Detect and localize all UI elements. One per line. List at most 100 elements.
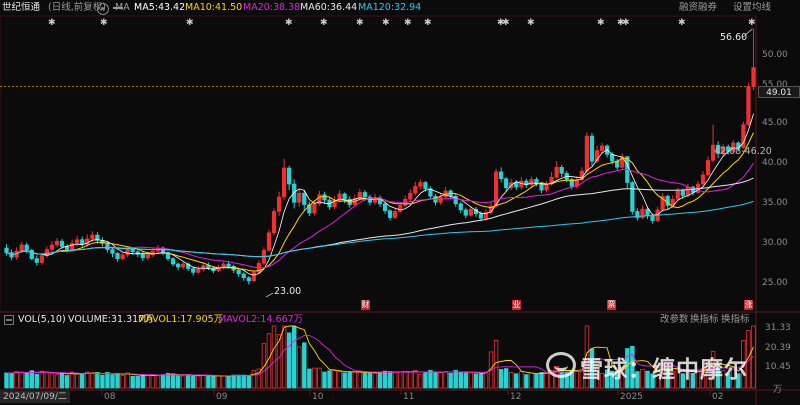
switch-indicator-button[interactable]: 换指标 xyxy=(690,314,719,325)
candle-body xyxy=(29,250,34,259)
event-star-icon[interactable]: ✱ xyxy=(502,18,510,28)
candle-body xyxy=(271,211,277,234)
candle-body xyxy=(382,203,388,211)
volume-bar xyxy=(54,374,60,389)
event-mark-business[interactable]: 业 xyxy=(512,300,521,310)
event-star-icon[interactable]: ✱ xyxy=(48,18,56,28)
volume-bar xyxy=(468,372,474,389)
candle-body xyxy=(75,239,80,244)
event-mark-ticket[interactable]: 票 xyxy=(607,300,616,310)
month-label: 09 xyxy=(216,392,228,402)
volume-bar xyxy=(236,374,241,389)
ma60-value: MA60:36.44 xyxy=(300,2,358,13)
watermark-logo xyxy=(546,352,576,378)
mavol2-value: MAVOL2:14.667万 xyxy=(218,314,304,325)
volume-bar xyxy=(170,373,176,389)
volume-bar xyxy=(736,373,741,389)
ellipsis-icon[interactable] xyxy=(113,7,123,9)
event-mark-limit-up[interactable]: 涨 xyxy=(744,300,753,310)
volume-bar xyxy=(473,373,479,389)
volume-bar xyxy=(458,371,463,389)
volume-bar xyxy=(105,372,110,389)
candle-body xyxy=(544,183,549,191)
switch-indicator-button-2[interactable]: 换指标 xyxy=(721,314,750,325)
candle-body xyxy=(54,240,60,246)
event-star-icon[interactable]: ✱ xyxy=(622,18,630,28)
candle-body xyxy=(317,194,322,205)
candle-body xyxy=(499,171,504,180)
volume-bar xyxy=(276,334,282,389)
candle-body xyxy=(700,174,706,185)
candle-body xyxy=(95,234,100,241)
candle-body xyxy=(201,265,206,270)
volume-bar xyxy=(483,371,489,389)
candle-body xyxy=(660,195,665,211)
candle-body xyxy=(387,210,393,218)
volume-bar xyxy=(44,371,50,389)
event-star-icon[interactable]: ✱ xyxy=(748,18,756,28)
event-star-icon[interactable]: ✱ xyxy=(320,18,328,28)
volume-bar xyxy=(367,372,373,389)
event-star-icon[interactable]: ✱ xyxy=(597,18,605,28)
event-star-icon[interactable]: ✱ xyxy=(527,18,535,28)
candle-body xyxy=(610,154,615,162)
volume-bar xyxy=(413,369,418,389)
set-ma-button[interactable]: 设置均线 xyxy=(733,2,772,13)
volume-bar xyxy=(69,371,75,389)
candle-body xyxy=(554,166,559,178)
volume-bar xyxy=(125,372,130,389)
vol-title: VOL(5,10) xyxy=(18,314,66,325)
event-mark-finance[interactable]: 财 xyxy=(361,300,370,310)
candle-body xyxy=(645,208,650,217)
candle-body xyxy=(423,182,428,189)
volume-bar xyxy=(297,346,302,389)
volume-bar xyxy=(579,369,585,389)
current-price-label: 49.01 xyxy=(758,86,800,98)
vol-tick: 10.45 xyxy=(765,362,791,372)
event-star-icon[interactable]: ✱ xyxy=(497,18,505,28)
ma20-line xyxy=(6,162,754,269)
event-star-icon[interactable]: ✱ xyxy=(186,18,194,28)
event-star-icon[interactable]: ✱ xyxy=(285,18,293,28)
event-star-icon[interactable]: ✱ xyxy=(617,18,625,28)
price-tick: 45.00 xyxy=(762,118,788,128)
volume-bar xyxy=(519,371,524,389)
candle-body xyxy=(170,258,176,265)
volume-bar xyxy=(90,373,95,389)
candle-body xyxy=(372,197,378,203)
volume-bar xyxy=(291,325,297,389)
event-star-icon[interactable]: ✱ xyxy=(424,18,432,28)
event-star-icon[interactable]: ✱ xyxy=(100,18,108,28)
margin-trading-button[interactable]: 融资融券 xyxy=(679,2,718,13)
candle-body xyxy=(281,167,287,198)
ma120-line xyxy=(6,200,754,258)
event-star-icon[interactable]: ✱ xyxy=(678,18,686,28)
candle-body xyxy=(599,145,605,151)
volume-bar xyxy=(352,371,357,389)
candle-body xyxy=(34,258,39,263)
volume-bar xyxy=(64,375,70,389)
event-star-icon[interactable]: ✱ xyxy=(356,18,364,28)
change-params-button[interactable]: 改参数 xyxy=(660,314,689,325)
ma10-value: MA10:41.50 xyxy=(185,2,243,13)
candle-body xyxy=(246,277,251,282)
volume-bar xyxy=(524,374,529,389)
event-star-icon[interactable]: ✱ xyxy=(404,18,412,28)
collapse-icon[interactable] xyxy=(4,315,14,325)
volume-bar xyxy=(180,375,186,389)
volume-bar xyxy=(120,375,125,389)
candle-body xyxy=(312,203,317,214)
gear-icon[interactable] xyxy=(97,3,109,15)
candle-body xyxy=(514,182,519,188)
candle-body xyxy=(125,249,130,256)
event-star-icon[interactable]: ✱ xyxy=(382,18,390,28)
candle-body xyxy=(196,269,201,273)
candle-body xyxy=(19,244,24,252)
volume-bar xyxy=(751,325,756,389)
volume-bar xyxy=(135,376,140,389)
volume-bar xyxy=(731,369,736,389)
volume-bar xyxy=(625,348,630,389)
volume-bar xyxy=(584,325,590,389)
candle-body xyxy=(594,150,600,162)
